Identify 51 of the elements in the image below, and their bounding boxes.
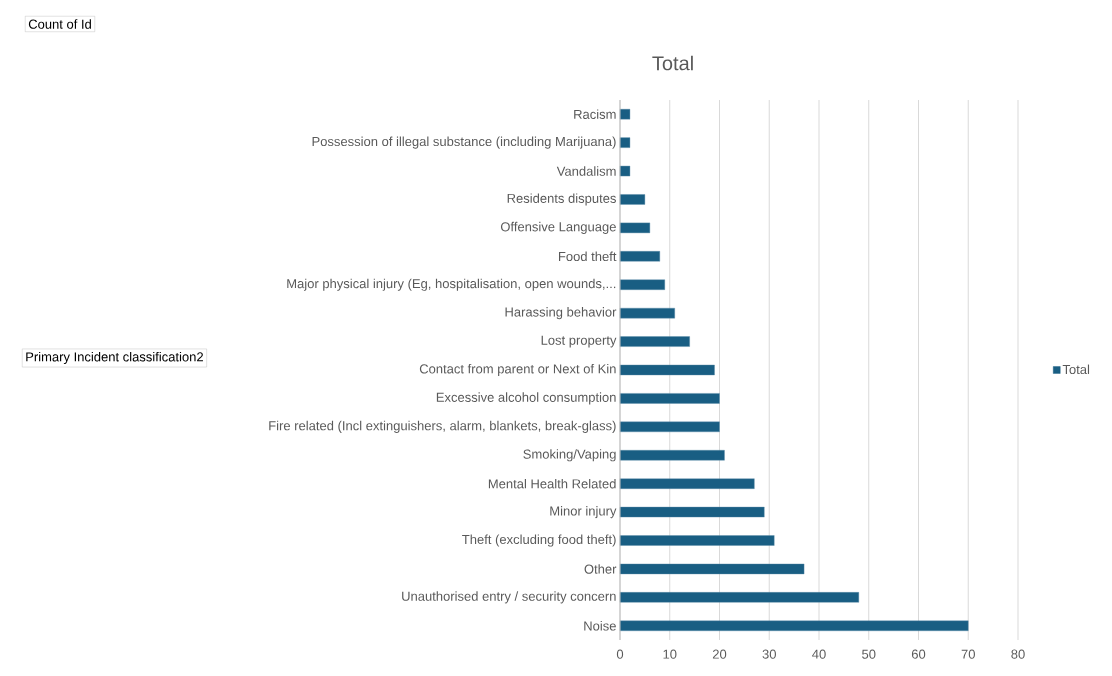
x-tick-label: 80 — [1011, 649, 1025, 659]
bar — [619, 592, 859, 603]
x-tick-label: 70 — [961, 649, 975, 659]
bar — [619, 336, 690, 347]
x-tick-label: 60 — [911, 649, 926, 659]
y-tick-label: Contact from parent or Next of Kin — [419, 363, 616, 377]
y-tick-label: Residents disputes — [507, 193, 616, 206]
y-tick-label: Offensive Language — [500, 221, 616, 234]
y-tick-label: Unauthorised entry / security concern — [402, 591, 616, 604]
y-tick-label: Racism — [574, 109, 616, 119]
bar — [619, 307, 675, 319]
bar — [619, 137, 631, 148]
bar — [619, 109, 631, 120]
bar — [619, 165, 631, 177]
bar — [619, 450, 725, 461]
x-tick-label: 50 — [862, 649, 876, 659]
y-tick-label: Possession of illegal substance (including Marijuana) — [312, 136, 616, 149]
text: Count of Id — [28, 19, 91, 29]
x-tick-label: 40 — [812, 649, 826, 659]
bar — [619, 279, 665, 290]
bar — [619, 364, 715, 376]
bar — [619, 506, 765, 518]
bar — [619, 535, 775, 546]
y-tick-label: Minor injury — [550, 506, 617, 519]
y-tick-label: Mental Health Related — [488, 478, 616, 489]
y-tick-label: Fire related (Incl extinguishers, alarm, blankets, break-glass) — [269, 420, 616, 433]
y-tick-label: Smoking/Vaping — [523, 449, 616, 462]
legend-label: Total — [1062, 364, 1090, 375]
bar — [619, 620, 969, 631]
bar — [619, 251, 660, 262]
x-tick-label: 10 — [663, 649, 677, 659]
bar — [619, 478, 755, 489]
y-tick-label: Excessive alcohol consumption — [436, 392, 616, 405]
bar — [619, 194, 646, 205]
bar — [619, 393, 720, 404]
x-tick-label: 30 — [762, 649, 776, 659]
y-tick-label: Food theft — [559, 251, 617, 262]
y-tick-label: Noise — [584, 621, 616, 631]
y-tick-label: Lost property — [541, 335, 617, 348]
chart-title: Total — [652, 55, 693, 71]
text: Primary Incident classification2 — [26, 351, 203, 365]
y-tick-label: Major physical injury (Eg, hospitalisation, open wounds,... — [287, 278, 616, 291]
x-tick-label: 20 — [712, 649, 727, 659]
y-tick-label: Theft (excluding food theft) — [462, 534, 616, 547]
y-tick-label: Other — [584, 564, 617, 574]
y-tick-label: Vandalism — [556, 166, 616, 176]
bar — [619, 222, 651, 234]
x-tick-label: 0 — [616, 649, 624, 659]
bar — [619, 421, 720, 433]
bar — [619, 563, 805, 575]
y-tick-label: Harassing behavior — [505, 307, 617, 320]
